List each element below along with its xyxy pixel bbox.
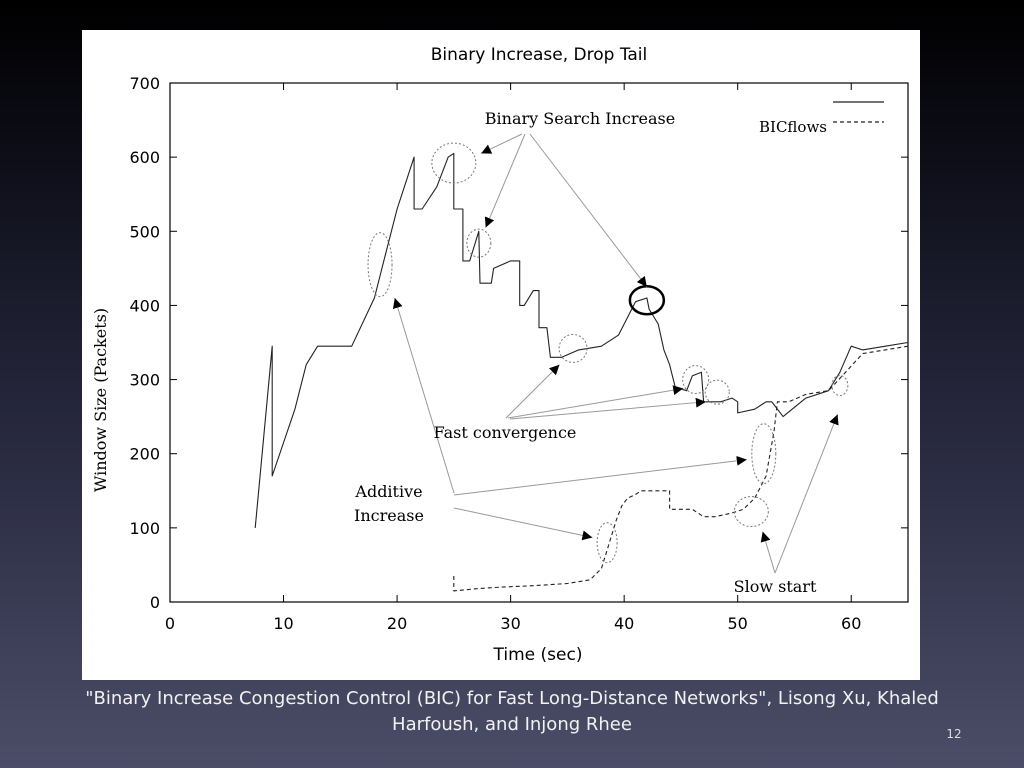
chart: Binary Increase, Drop Tail 0 10 20 30 40 50 60… (91, 45, 909, 665)
annotation-callouts (367, 133, 849, 574)
x-tick-label: 0 (165, 614, 175, 633)
annotation-additive: Additive (354, 482, 422, 501)
annotation-fast-convergence: Fast convergence (434, 423, 577, 442)
caption-line-1: "Binary Increase Congestion Control (BIC… (85, 688, 939, 709)
callout-circle (466, 228, 492, 258)
slide-caption: "Binary Increase Congestion Control (BIC… (40, 686, 984, 738)
arrow-additive-increase (453, 455, 747, 496)
callout-circle (831, 375, 849, 397)
slide-number: 12 (946, 727, 962, 741)
callout-circle (431, 142, 477, 184)
arrow-binary-search (484, 133, 526, 228)
y-tick-label: 200 (129, 445, 160, 464)
legend-label: BICflows (759, 118, 827, 136)
annotation-slow-start: Slow start (734, 577, 817, 596)
x-tick-label: 40 (614, 614, 634, 633)
y-tick-label: 100 (129, 519, 160, 538)
plot-frame (169, 82, 909, 603)
legend: BICflows (759, 101, 884, 136)
arrow-fast-convergence (505, 364, 560, 419)
arrow-additive-increase (392, 297, 455, 494)
chart-title: Binary Increase, Drop Tail (431, 45, 648, 65)
y-tick-label: 600 (129, 148, 160, 167)
y-tick-label: 0 (150, 593, 160, 612)
annotation-increase: Increase (354, 506, 424, 525)
callout-ellipse (751, 423, 777, 485)
arrow-binary-search (480, 133, 523, 154)
y-tick-label: 300 (129, 371, 160, 390)
arrow-fast-convergence (509, 397, 706, 420)
callout-circle (733, 496, 769, 528)
series-lines (254, 152, 909, 592)
series-line-1 (254, 152, 909, 528)
callout-circle (558, 333, 588, 363)
arrow-fast-convergence (507, 385, 684, 419)
arrow-slow-start (774, 414, 839, 574)
x-tick-label: 50 (728, 614, 748, 633)
x-tick-label: 60 (841, 614, 861, 633)
caption-line-2: Harfoush, and Injong Rhee (392, 714, 632, 735)
x-tick-label: 30 (500, 614, 520, 633)
callout-circle (704, 379, 730, 405)
x-tick-label: 10 (273, 614, 293, 633)
arrow-binary-search (529, 133, 648, 288)
y-tick-label: 700 (129, 74, 160, 93)
arrow-slow-start (760, 531, 776, 574)
arrow-additive-increase (453, 507, 593, 541)
series-line-2 (453, 345, 909, 592)
x-axis-label: Time (sec) (493, 645, 583, 665)
y-tick-label: 500 (129, 222, 160, 241)
y-tick-label: 400 (129, 296, 160, 315)
callout-ellipse (367, 232, 393, 298)
y-axis-label: Window Size (Packets) (91, 308, 110, 492)
callout-ellipse (596, 522, 618, 564)
x-tick-label: 20 (387, 614, 407, 633)
figure-panel: Binary Increase, Drop Tail 0 10 20 30 40 50 60… (82, 30, 920, 680)
annotation-binary-search: Binary Search Increase (485, 109, 675, 128)
callout-circle (682, 365, 710, 395)
